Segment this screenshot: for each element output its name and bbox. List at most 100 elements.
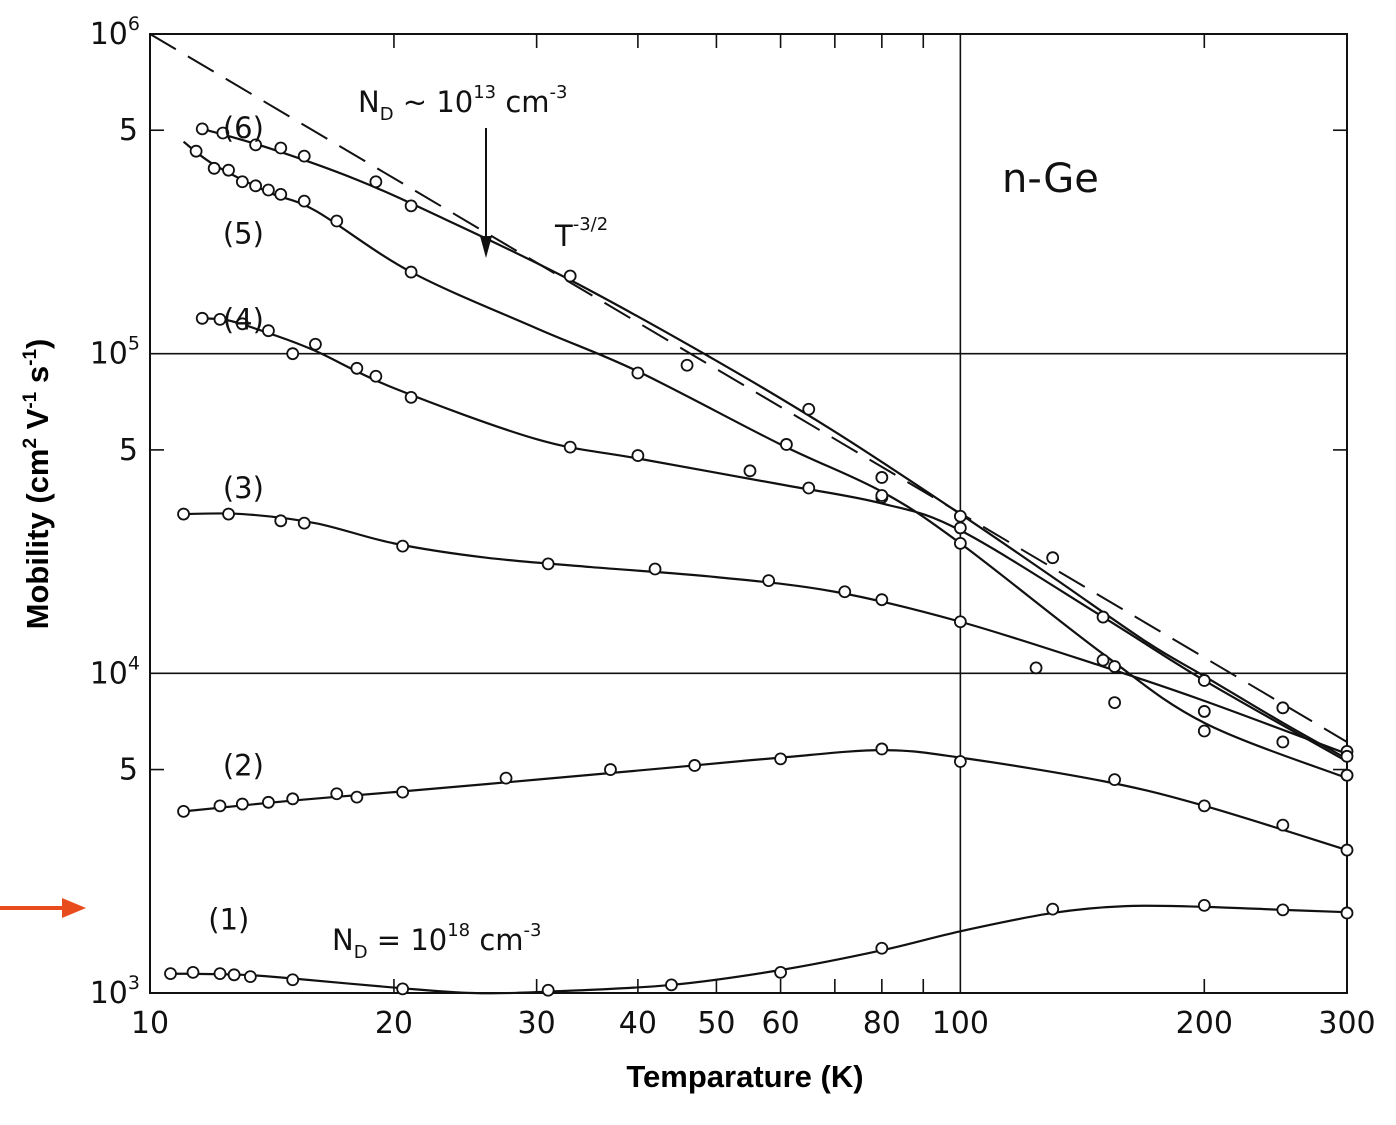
x-tick-label: 30: [518, 1006, 556, 1041]
series-2-point: [1108, 773, 1121, 787]
series-4-point: [195, 311, 209, 325]
series-5-point: [274, 187, 288, 201]
y-tick-label: 104: [90, 652, 140, 691]
series-5-point: [235, 175, 249, 189]
series-4-point: [350, 361, 364, 375]
series-6-point: [195, 122, 209, 136]
y-tick-label: 5: [119, 753, 138, 788]
x-tick-labels: 10 20 30 40 50 60 80 100 200 300: [131, 1006, 1376, 1041]
series-5-point: [953, 536, 967, 550]
x-tick-label: 10: [131, 1006, 169, 1041]
series-6-point: [274, 141, 288, 155]
series-1-point: [774, 965, 787, 979]
series-5-point: [297, 194, 311, 208]
series-6-point: [1197, 674, 1211, 687]
series-4-point: [1340, 749, 1354, 763]
series-6-point: [953, 509, 967, 523]
series-2-point: [262, 795, 275, 809]
series-4-point: [1108, 660, 1121, 673]
series-6-point: [1276, 701, 1290, 715]
series-4-point: [404, 390, 418, 404]
series-2-point: [1340, 843, 1354, 857]
x-tick-label: 100: [932, 1006, 989, 1041]
series-5-point: [189, 144, 203, 158]
series-2-point: [330, 787, 344, 801]
series-2-label: (2): [223, 748, 264, 782]
series-4-point: [743, 464, 757, 478]
series-5-point: [631, 366, 645, 380]
x-tick-label: 20: [375, 1006, 413, 1041]
series-6-point: [802, 402, 816, 416]
series-1-point: [186, 965, 200, 979]
series-4-point: [235, 317, 249, 331]
series-2-point: [499, 771, 513, 785]
series-4-point: [1197, 705, 1211, 718]
series-5-point: [249, 179, 263, 193]
x-tick-label: 60: [761, 1006, 799, 1041]
series-1-point: [665, 978, 678, 992]
series-4-point: [262, 324, 275, 338]
series-3-point: [297, 516, 311, 530]
grid-lines: [150, 34, 1347, 993]
series-4-point: [309, 337, 322, 351]
series-6-curve: [201, 127, 1348, 760]
nd-low-arrow: [480, 128, 492, 258]
series-5-point: [262, 183, 275, 197]
series-3-point: [875, 593, 889, 607]
series-4-point: [953, 521, 967, 535]
series-4-point: [563, 440, 577, 454]
series-4-point: [213, 312, 227, 326]
series-6-point: [1096, 610, 1110, 624]
y-tick-label: 5: [119, 433, 138, 468]
series-2-point: [688, 759, 702, 772]
series-6-point: [249, 138, 263, 152]
plot-frame: [149, 33, 1348, 994]
series-5-point: [222, 163, 235, 177]
series-2-point: [396, 785, 410, 799]
series-6-point: [680, 358, 694, 372]
series-2-point: [1276, 818, 1290, 832]
series-6-point: [875, 471, 889, 484]
series-3-point: [274, 514, 288, 528]
series-1-point: [541, 983, 555, 997]
series-3-point: [541, 557, 555, 571]
series-3-point: [1108, 696, 1121, 709]
x-tick-label: 50: [697, 1006, 735, 1041]
series-6-point: [404, 199, 418, 213]
series-3-point: [648, 562, 662, 576]
series-labels: (1) (2) (3) (4) (5) (6): [208, 111, 264, 936]
series-1-point: [213, 967, 227, 980]
series-1-point: [243, 970, 257, 984]
x-tick-label: 300: [1318, 1006, 1375, 1041]
y-tick-label: 105: [90, 333, 140, 372]
series-4-curve: [202, 317, 1348, 763]
series-6-label: (6): [223, 111, 264, 145]
y-tick-label: 106: [90, 13, 140, 52]
series-1-point: [1276, 903, 1290, 917]
t-power-reference-line: [149, 33, 1348, 743]
series-5-point: [779, 438, 793, 451]
series-6-point: [563, 269, 577, 283]
series-3-point: [177, 507, 190, 521]
series-5-point: [330, 214, 344, 228]
series-6-point: [297, 149, 311, 163]
series-1-label: (1): [208, 902, 249, 936]
series-1-point: [286, 973, 300, 987]
series-3-point: [953, 615, 967, 629]
series-2-point: [213, 799, 227, 813]
series-2-point: [604, 763, 617, 776]
series-5-point: [1197, 724, 1211, 738]
series-5-point: [404, 265, 418, 279]
series-3-label: (3): [223, 471, 264, 505]
series-6-point: [369, 175, 383, 189]
series-4-point: [631, 449, 645, 462]
y-tick-label: 103: [90, 972, 140, 1011]
series-4-point: [369, 369, 383, 383]
material-label: n-Ge: [1002, 156, 1099, 202]
x-tick-label: 80: [863, 1006, 901, 1041]
series-1-point: [1340, 906, 1354, 920]
series-5-curve: [182, 140, 1348, 780]
red-pointer-arrow: [0, 898, 86, 918]
series-2-point: [774, 752, 787, 766]
series-1-point: [1046, 902, 1060, 916]
